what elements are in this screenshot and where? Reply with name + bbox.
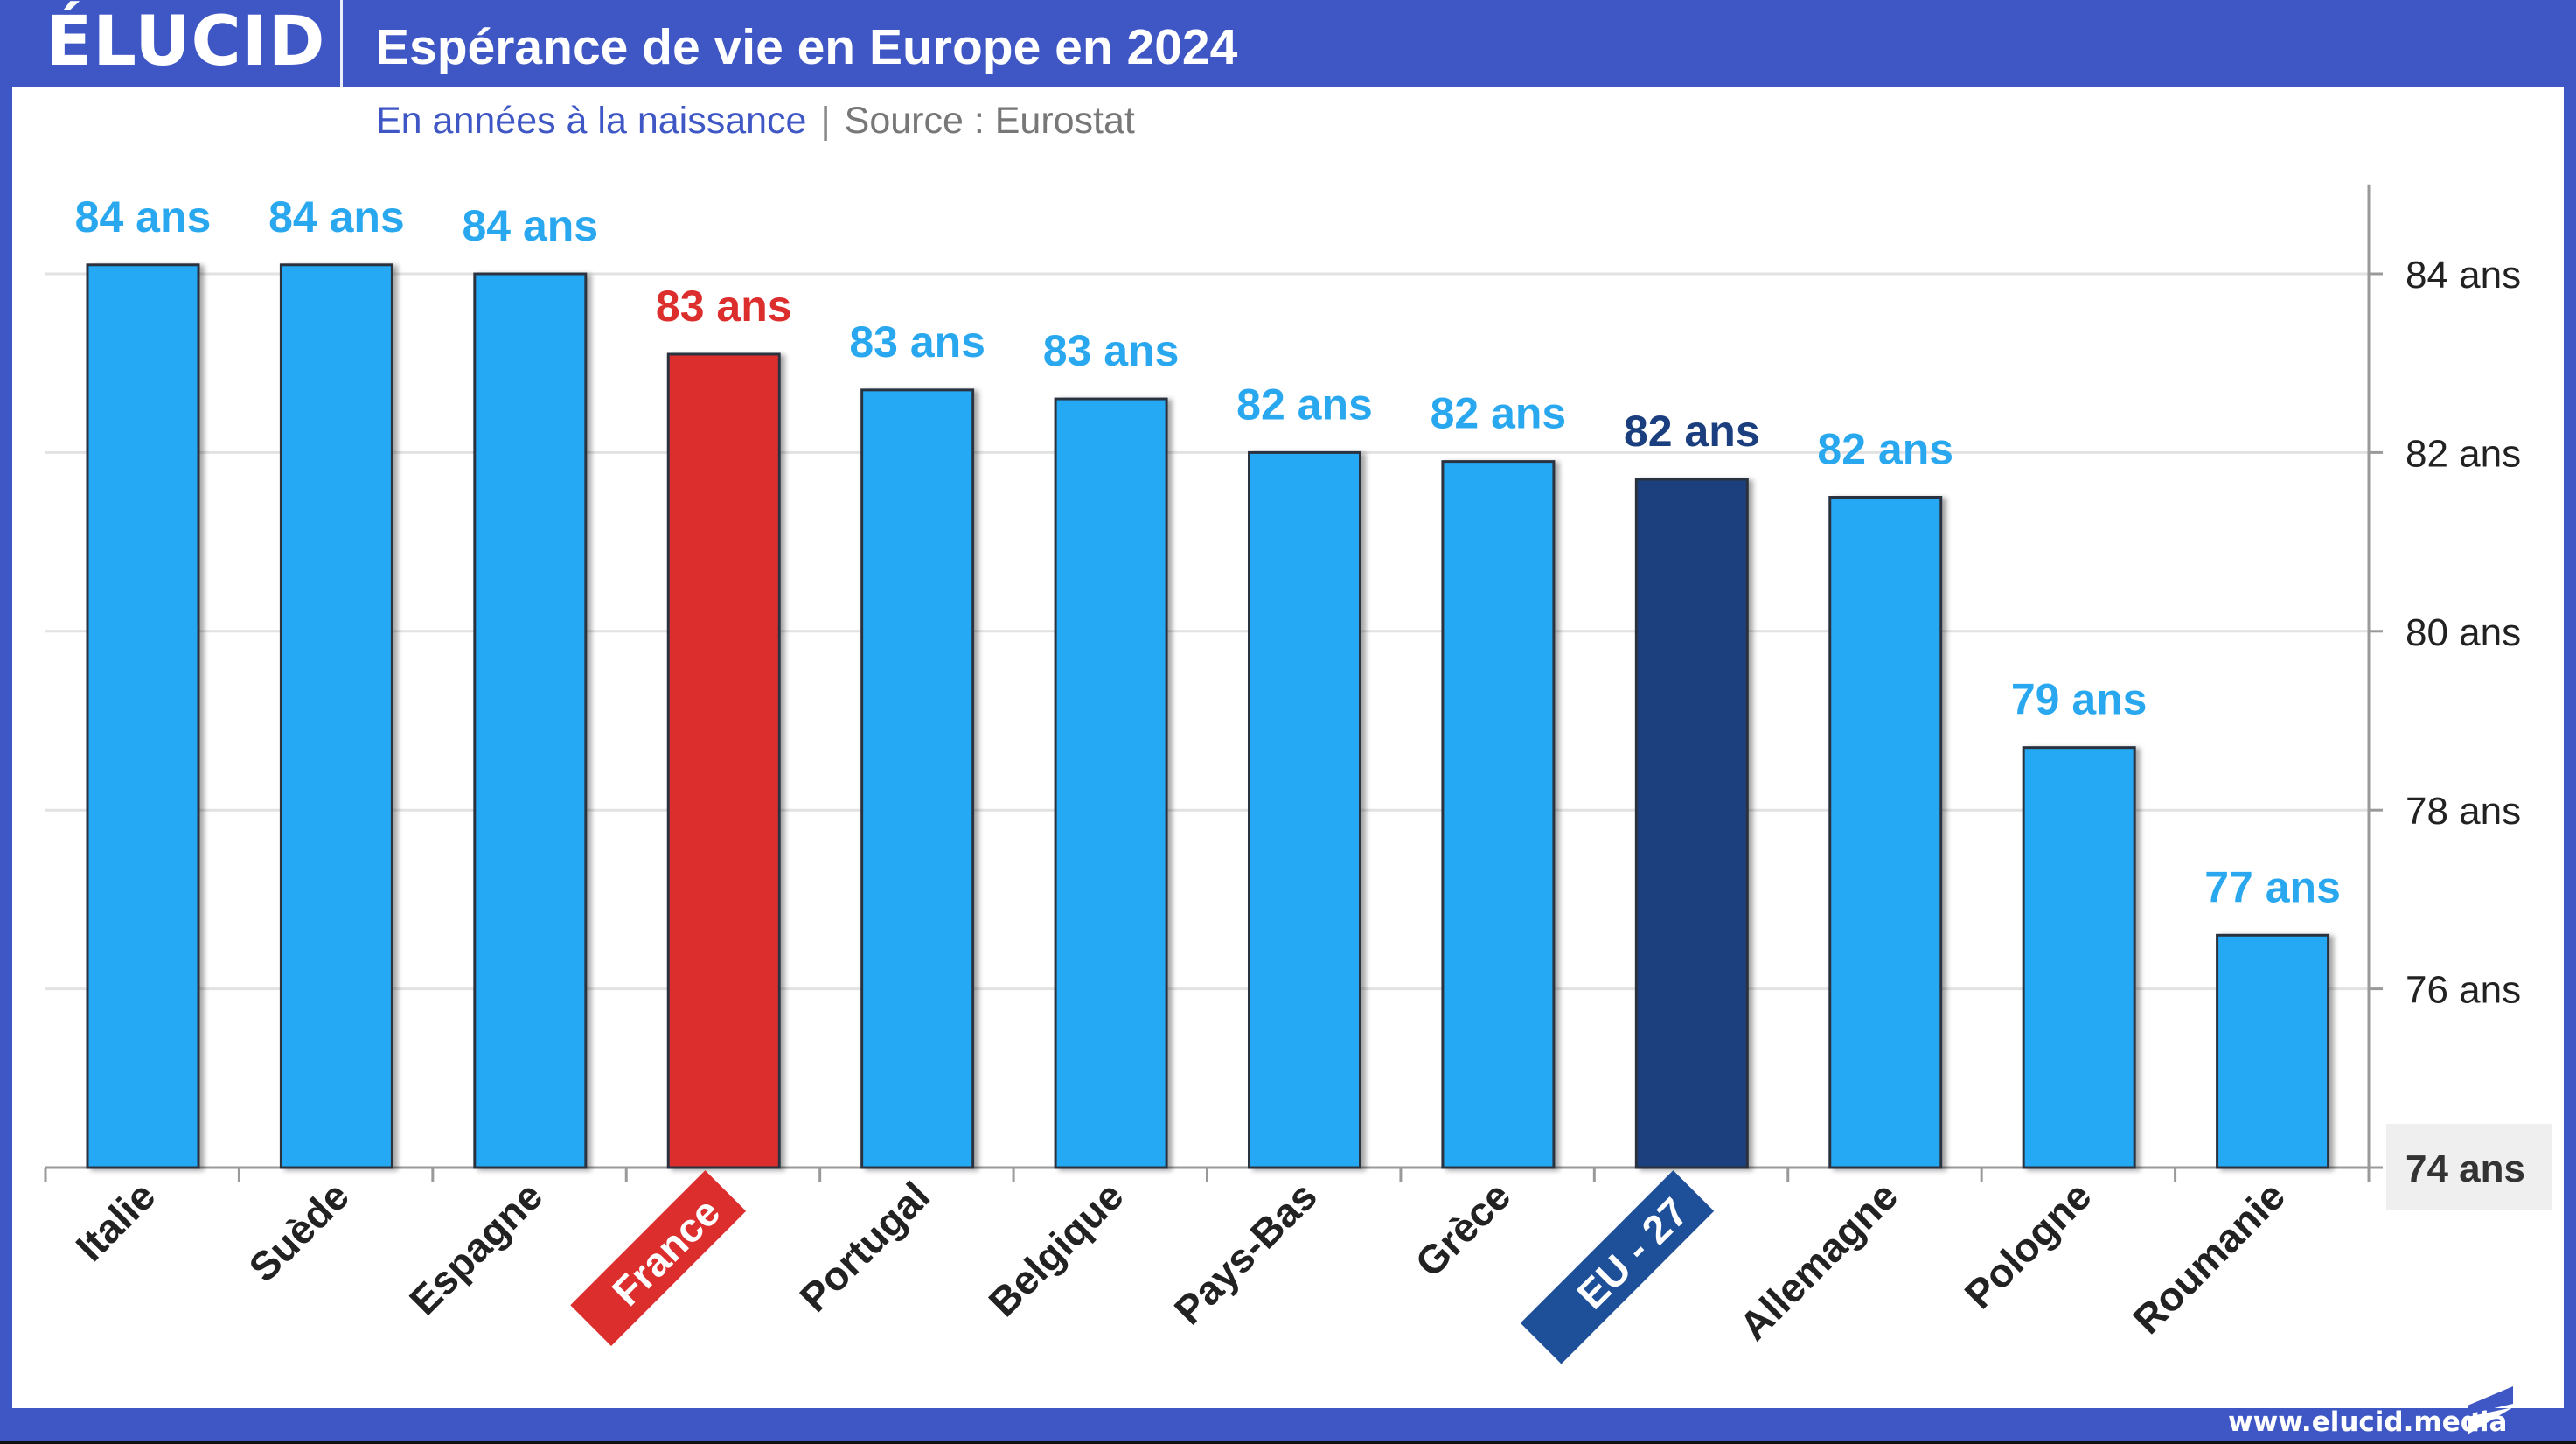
data-label: 83 ans [849, 317, 985, 366]
chart-title: Espérance de vie en Europe en 2024 [376, 19, 1238, 75]
subtitle-source: Source : Eurostat [844, 100, 1135, 142]
x-tick-label: Pologne [1956, 1173, 2100, 1317]
subtitle-separator: | [820, 100, 831, 142]
y-tick-label: 80 ans [2405, 611, 2521, 654]
elucid-mark-icon [2468, 1386, 2513, 1434]
x-label-badge [1520, 1170, 1715, 1364]
x-label-group: Italie [67, 1173, 164, 1270]
data-label: 82 ans [1431, 389, 1567, 438]
bar [1054, 397, 1168, 1169]
data-label: 84 ans [268, 192, 405, 241]
x-tick-label: Pays-Bas [1166, 1173, 1326, 1333]
y-tick-label: 74 ans [2405, 1148, 2525, 1190]
bottom-edge [0, 1441, 2576, 1444]
data-label: 82 ans [1236, 380, 1373, 429]
subtitle-measure: En années à la naissance [376, 100, 807, 142]
x-label-group: Roumanie [2124, 1173, 2294, 1343]
footer-url[interactable]: www.elucid.media [2228, 1406, 2508, 1438]
data-label: 79 ans [2011, 675, 2148, 724]
bar [1441, 460, 1556, 1169]
bar [1828, 496, 1943, 1169]
data-label: 82 ans [1817, 425, 1953, 474]
gridlines [45, 272, 2369, 991]
elucid-logo: ÉLUCID [45, 3, 326, 81]
y-tick-labels: 74 ans 76 ans 78 ans 80 ans 82 ans 84 ans [2386, 254, 2552, 1210]
x-label-group: Grèce [1406, 1173, 1519, 1286]
x-tick-label: Espagne [400, 1173, 551, 1323]
data-label: 84 ans [75, 192, 212, 241]
x-label-group: Belgique [979, 1173, 1131, 1325]
data-label: 77 ans [2204, 862, 2341, 911]
bar [473, 272, 588, 1169]
data-label: 83 ans [1043, 326, 1180, 375]
x-label-badge [570, 1170, 747, 1346]
x-label-group: France [570, 1170, 747, 1346]
bar [1248, 450, 1361, 1169]
x-label-group: Espagne [400, 1173, 551, 1323]
x-tick-label: Allemagne [1730, 1173, 1906, 1349]
data-labels: 84 ans 84 ans 84 ans 83 ans 83 ans 83 ans 82 a… [75, 192, 2341, 912]
data-label: 83 ans [656, 282, 792, 331]
x-tick-label: Suède [240, 1173, 357, 1290]
x-tick-label: France [603, 1189, 728, 1314]
bar [666, 352, 781, 1169]
bar [279, 263, 393, 1169]
bar [1634, 478, 1749, 1169]
y-tick-label: 78 ans [2405, 790, 2521, 833]
x-label-group: Pologne [1956, 1173, 2100, 1317]
x-tick-label: Belgique [979, 1173, 1131, 1325]
bar [860, 388, 975, 1169]
chart-subtitle: En années à la naissance | Source : Eurost… [376, 94, 1135, 147]
x-tick-label: Italie [67, 1173, 164, 1270]
x-tick-label: Grèce [1406, 1173, 1519, 1286]
x-label-group: Pays-Bas [1166, 1173, 1326, 1333]
x-label-group: Portugal [790, 1173, 938, 1321]
y-tick-label: 76 ans [2405, 969, 2521, 1012]
y-tick-label: 82 ans [2405, 432, 2521, 475]
header-band: ÉLUCID Espérance de vie en Europe en 202… [0, 0, 2576, 87]
data-label: 82 ans [1624, 407, 1760, 456]
x-label-group: Allemagne [1730, 1173, 1906, 1349]
data-label: 84 ans [462, 201, 598, 250]
header-divider [340, 0, 343, 87]
y-tick-label: 84 ans [2405, 254, 2521, 296]
x-label-group: Suède [240, 1173, 357, 1290]
bar [86, 263, 200, 1169]
axes [44, 184, 2383, 1182]
x-tick-label: Portugal [790, 1173, 938, 1321]
x-tick-label: EU - 27 [1568, 1189, 1696, 1317]
x-label-group: EU - 27 [1520, 1170, 1715, 1364]
x-tick-label: Roumanie [2124, 1173, 2294, 1343]
y-min-label-background [2386, 1124, 2552, 1210]
bars [86, 263, 2330, 1169]
bar [2022, 746, 2136, 1169]
bar [2216, 933, 2330, 1169]
x-tick-labels: Italie Suède Espagne France Portugal Belgique… [67, 1170, 2294, 1364]
